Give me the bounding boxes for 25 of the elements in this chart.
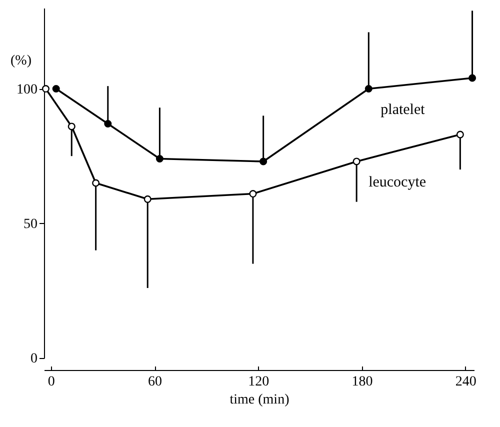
point	[364, 85, 372, 93]
y-tick-label: 100	[16, 82, 38, 98]
point	[92, 179, 100, 187]
y-tick-label: 0	[30, 352, 38, 366]
point	[68, 122, 76, 130]
point	[156, 155, 164, 163]
point	[249, 190, 257, 198]
point	[468, 74, 476, 82]
point	[456, 130, 464, 138]
x-axis-title: time (min)	[230, 392, 290, 408]
x-tick-label: 120	[248, 374, 270, 390]
x-tick-label: 240	[455, 374, 476, 390]
x-tick-label: 0	[48, 374, 55, 390]
point	[104, 120, 112, 128]
x-tick-label: 60	[148, 374, 162, 390]
point	[144, 195, 152, 203]
series-label: platelet	[380, 102, 426, 118]
y-tick-label: 50	[24, 216, 38, 232]
point	[52, 85, 60, 93]
point	[352, 158, 360, 166]
series-label: leucocyte	[368, 174, 426, 190]
point	[42, 85, 50, 93]
x-tick-label: 180	[352, 374, 373, 390]
point	[260, 158, 268, 166]
y-axis-title: (%)	[10, 53, 32, 68]
